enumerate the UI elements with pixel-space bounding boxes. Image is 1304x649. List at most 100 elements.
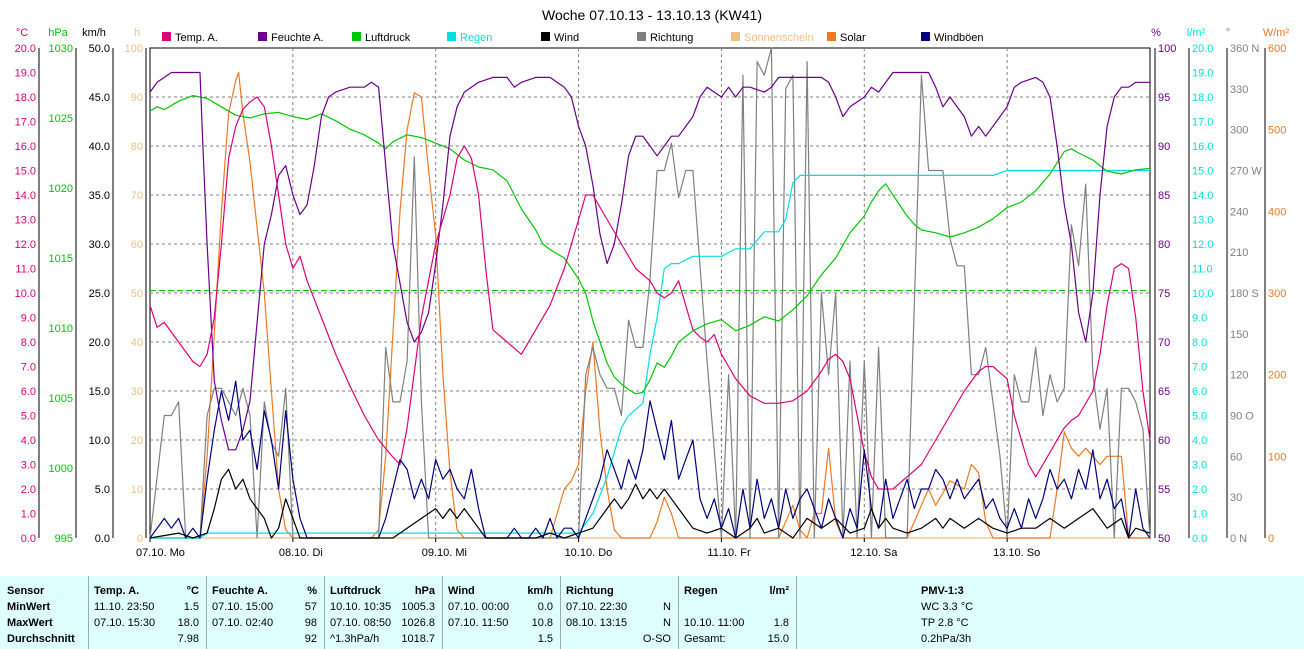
stats-time: 10.10. 10:35 <box>330 601 392 613</box>
stats-time: 07.10. 15:30 <box>94 617 156 629</box>
stats-value: 1.5 <box>183 601 199 613</box>
wind-tick-label: 35.0 <box>89 190 110 202</box>
stats-col-pressure: Luftdruck hPa 10.10. 10:35 1005.3 07.10.… <box>324 576 443 649</box>
stats-time: 08.10. 13:15 <box>566 617 628 629</box>
stats-unit-temp: °C <box>186 585 199 597</box>
stats-value: N <box>663 601 671 613</box>
wind-tick-label: 20.0 <box>89 337 110 349</box>
rain-tick-label: 1.0 <box>1192 509 1207 521</box>
rain-tick-label: 11.0 <box>1192 264 1213 276</box>
stats-row-label-max: MaxWert <box>7 617 53 629</box>
direction-tick-label: 210 <box>1230 247 1248 259</box>
x-day-label: 12.10. Sa <box>850 547 898 559</box>
pressure-tick-label: 1030 <box>49 43 73 55</box>
temp-tick-label: 10.0 <box>15 288 36 300</box>
legend-swatch <box>637 32 646 41</box>
stats-col-temp: Temp. A. °C 11.10. 23:50 1.5 07.10. 15:3… <box>88 576 207 649</box>
temp-tick-label: 11.0 <box>15 264 36 276</box>
direction-tick-label: 30 <box>1230 492 1242 504</box>
stats-unit-humidity: % <box>307 585 317 597</box>
stats-unit-wind: km/h <box>527 585 553 597</box>
humidity-tick-label: 70 <box>1158 337 1170 349</box>
stats-value: O-SO <box>642 633 671 645</box>
direction-tick-label: 0 N <box>1230 533 1247 545</box>
direction-tick-label: 60 <box>1230 451 1242 463</box>
rain-tick-label: 15.0 <box>1192 166 1213 178</box>
rain-tick-label: 18.0 <box>1192 92 1213 104</box>
direction-tick-label: 90 O <box>1230 411 1254 423</box>
stats-time: 10.10. 11:00 <box>684 617 745 629</box>
stats-col-wind: Wind km/h 07.10. 00:00 0.0 07.10. 11:50 … <box>442 576 561 649</box>
legend-swatch <box>352 32 361 41</box>
rain-tick-label: 13.0 <box>1192 215 1213 227</box>
stats-header-rain: Regen <box>684 585 718 597</box>
direction-tick-label: 150 <box>1230 329 1248 341</box>
wind-tick-label: 30.0 <box>89 239 110 251</box>
temp-tick-label: 8.0 <box>21 337 36 349</box>
stats-time: 07.10. 08:50 <box>330 617 392 629</box>
wind-tick-label: 40.0 <box>89 141 110 153</box>
sunshine-tick-label: 10 <box>131 484 143 496</box>
legend-label: Regen <box>460 32 492 44</box>
temp-tick-label: 0.0 <box>21 533 36 545</box>
rain-tick-label: 19.0 <box>1192 68 1213 80</box>
temp-tick-label: 1.0 <box>21 509 36 521</box>
humidity-tick-label: 55 <box>1158 484 1170 496</box>
stats-value: 1018.7 <box>401 633 435 645</box>
rain-tick-label: 9.0 <box>1192 313 1207 325</box>
legend-swatch <box>541 32 550 41</box>
grid <box>149 47 1151 539</box>
solar-tick-label: 200 <box>1268 370 1286 382</box>
stats-col-sensor: Sensor MinWert MaxWert Durchschnitt <box>0 576 88 649</box>
wind-tick-label: 15.0 <box>89 386 110 398</box>
series-regen <box>150 169 1150 539</box>
x-day-label: 10.10. Do <box>565 547 613 559</box>
stats-time: 07.10. 00:00 <box>448 601 510 613</box>
rain-tick-label: 14.0 <box>1192 190 1213 202</box>
stats-time: 07.10. 02:40 <box>212 617 274 629</box>
solar-tick-label: 500 <box>1268 125 1286 137</box>
temp-tick-label: 5.0 <box>21 411 36 423</box>
axis-unit-labels: °C hPa km/h h% l/m² ° W/m² <box>16 27 1290 39</box>
series-solar <box>150 71 1150 539</box>
pressure-tick-label: 1025 <box>49 113 73 125</box>
solar-tick-label: 400 <box>1268 206 1286 218</box>
temp-tick-label: 13.0 <box>15 215 36 227</box>
pressure-tick-label: 1015 <box>49 253 73 265</box>
rain-tick-label: 5.0 <box>1192 411 1207 423</box>
wind-tick-label: 5.0 <box>95 484 110 496</box>
humidity-tick-label: 65 <box>1158 386 1170 398</box>
stats-time: 07.10. 15:00 <box>212 601 274 613</box>
wind-tick-label: 50.0 <box>89 43 110 55</box>
chart-title: Woche 07.10.13 - 13.10.13 (KW41) <box>542 7 762 23</box>
direction-tick-label: 120 <box>1230 370 1248 382</box>
solar-tick-label: 600 <box>1268 43 1286 55</box>
x-day-label: 08.10. Di <box>279 547 323 559</box>
legend: Temp. A. Feuchte A. Luftdruck Regen Wind Rich… <box>162 32 984 44</box>
pressure-tick-label: 1005 <box>49 393 73 405</box>
temp-tick-label: 20.0 <box>15 43 36 55</box>
sunshine-tick-label: 80 <box>131 141 143 153</box>
temp-tick-label: 3.0 <box>21 460 36 472</box>
stats-unit-pressure: hPa <box>414 585 435 597</box>
rain-tick-label: 3.0 <box>1192 460 1207 472</box>
weather-chart: Woche 07.10.13 - 13.10.13 (KW41) Temp. A… <box>15 7 1290 559</box>
sunshine-tick-label: 50 <box>131 288 143 300</box>
direction-tick-label: 300 <box>1230 125 1248 137</box>
sunshine-tick-label: 70 <box>131 190 143 202</box>
temp-tick-label: 9.0 <box>21 313 36 325</box>
series-layer <box>149 47 1151 539</box>
legend-swatch <box>447 32 456 41</box>
stats-col-direction: Richtung 07.10. 22:30 N 08.10. 13:15 N O… <box>560 576 679 649</box>
sunshine-tick-label: 30 <box>131 386 143 398</box>
series-wind <box>149 468 1151 539</box>
solar-tick-label: 300 <box>1268 288 1286 300</box>
sunshine-tick-label: 60 <box>131 239 143 251</box>
series-feuchte-a <box>149 71 1150 451</box>
rain-tick-label: 17.0 <box>1192 117 1213 129</box>
legend-label: Temp. A. <box>175 32 218 44</box>
direction-tick-label: 240 <box>1230 206 1248 218</box>
sunshine-unit-label: h <box>134 27 140 39</box>
humidity-unit-label: % <box>1151 27 1161 39</box>
stats-header-direction: Richtung <box>566 585 614 597</box>
